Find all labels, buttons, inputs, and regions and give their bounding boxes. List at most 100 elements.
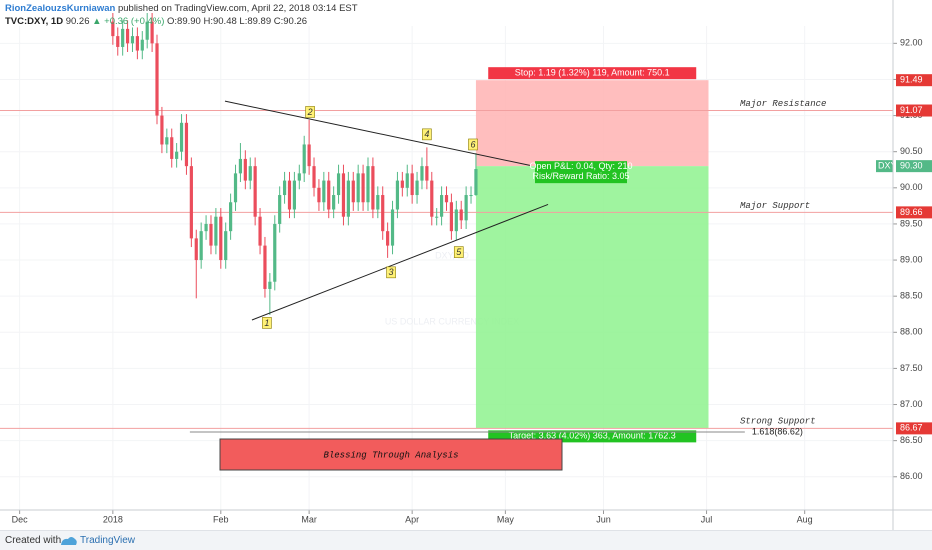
candle-body [214,216,218,246]
stop-zone [475,80,709,167]
candle-body [474,169,478,196]
pnl-box [535,161,627,184]
level-price: 89.66 [900,207,923,217]
candle-body [224,231,228,261]
level-label: Strong Support [740,417,816,427]
stop-label: Stop: 1.19 (1.32%) 119, Amount: 750.1 [515,68,670,78]
candle-body [341,173,346,217]
banner-text: Blessing Through Analysis [323,450,458,460]
candle-body [273,223,277,282]
header-line-2: TVC:DXY, 1D 90.26 ▲ +0.36 (+0.4%) O:89.9… [5,15,358,28]
candle-body [238,158,243,174]
target-label: Target: 3.63 (4.02%) 363, Amount: 1762.3 [509,431,676,441]
series-tag: DXY [878,161,897,171]
y-tick-label: 88.50 [900,291,923,301]
candle-body [386,231,390,246]
candle-body [287,180,292,210]
candle-body [243,158,247,181]
candle-body [356,173,360,203]
candle-body [160,115,164,145]
trend-line [224,100,531,166]
x-tick-label: Apr [405,514,419,524]
x-tick-label: Aug [797,514,813,524]
stop-label-box [488,67,697,80]
candle-body [189,166,193,239]
entry-price: 90.30 [900,161,923,171]
rr-label: Risk/Reward Ratio: 3.05 [532,171,629,181]
ohlc-close: C:90.26 [273,16,308,27]
candle-body [346,180,350,217]
candle-body [361,173,365,203]
wave-label: 1 [264,318,269,328]
level-price-box [896,104,932,117]
candle-body [268,281,272,289]
candle-body [317,187,321,203]
ohlc-open: O:89.90 [167,16,201,27]
tag-box [876,160,893,173]
candle-body [229,202,233,232]
wave-label: 6 [470,139,475,149]
plot-area: DXY, 1D US DOLLAR CURRENCY INDEX Major Res… [0,12,897,510]
candle-body [199,231,203,261]
candle-body [248,166,252,181]
candle-body [170,137,174,159]
candle-body [371,166,375,210]
candle-body [297,173,301,181]
candle-body [449,202,454,232]
brand[interactable]: TradingView [80,535,136,546]
candle-body [400,180,404,188]
level-label: Major Support [740,201,810,211]
x-tick-label: Jul [701,514,713,524]
candle-body [336,173,341,196]
trend-line [251,203,549,321]
chart: DXY, 1D US DOLLAR CURRENCY INDEX Major Res… [0,0,932,530]
published: published on TradingView.com, April 22, … [117,3,358,14]
candle-body [307,144,311,167]
level-price: 86.67 [900,423,923,433]
x-tick-label: Feb [213,514,229,524]
wave-box [305,106,315,118]
y-tick-label: 87.50 [900,363,923,373]
candle-body [135,36,139,51]
candle-body [332,195,336,210]
candle-body [420,166,424,181]
candle-body [322,180,326,203]
y-tick-label: 90.00 [900,182,923,192]
x-tick-label: 2018 [103,514,123,524]
header-line-1: RionZealouzsKurniawan published on Tradi… [5,2,358,15]
change: ▲ +0.36 (+0.4%) [92,16,165,27]
candle-body [430,180,434,217]
x-tick-label: Mar [301,514,317,524]
x-tick-label: Jun [596,514,611,524]
y-tick-label: 86.50 [900,435,923,445]
author[interactable]: RionZealouzsKurniawan [5,3,116,14]
candle-body [125,28,130,44]
stop-price: 91.49 [900,75,923,85]
target-zone [475,166,709,429]
candle-body [469,195,473,197]
candle-body [150,21,154,44]
candle-body [292,180,296,210]
candle-body [111,21,115,37]
candle-body [258,216,262,246]
footer: Created with TradingView [0,530,932,550]
level-price: 91.07 [900,105,923,115]
candle-body [435,216,439,218]
candle-body [175,151,179,159]
y-tick-label: 90.50 [900,146,923,156]
wave-box [262,317,272,329]
candle-body [425,166,429,181]
level-label: Major Resistance [740,99,826,109]
candle-body [376,195,380,210]
wave-label: 3 [389,267,394,277]
candle-body [410,173,414,196]
candle-body [184,122,189,167]
candle-body [312,166,316,188]
candle-body [209,223,213,246]
candle-body [302,144,306,174]
last-price: 90.26 [65,16,90,27]
candle-body [204,223,208,232]
x-tick-label: Dec [12,514,29,524]
wave-box [386,266,396,279]
wave-label: 5 [456,247,462,257]
